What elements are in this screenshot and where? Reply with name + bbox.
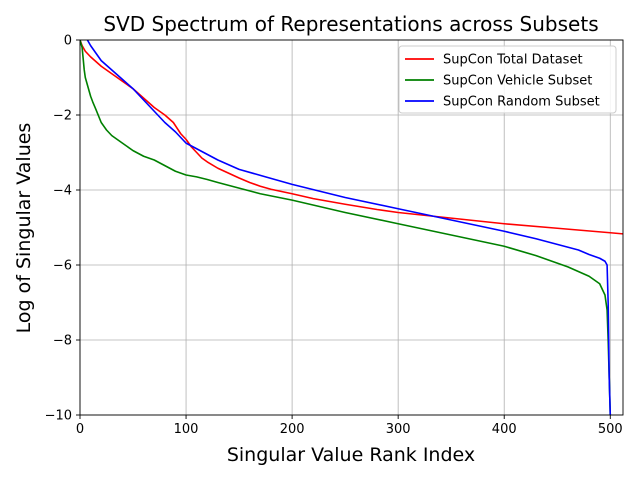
legend-box (398, 45, 617, 114)
x-tick-label: 100 (174, 422, 199, 437)
legend-label-supcon-random-subset: SupCon Random Subset (443, 95, 600, 110)
y-tick-label: −6 (53, 259, 72, 274)
y-tick-label: −2 (53, 109, 72, 124)
y-tick-label: −4 (53, 184, 72, 199)
chart-title: SVD Spectrum of Representations across S… (103, 12, 598, 36)
x-tick-label: 200 (280, 422, 305, 437)
plot-frame (79, 39, 624, 416)
x-tick-label: 300 (386, 422, 411, 437)
legend-label-supcon-total-dataset: SupCon Total Dataset (443, 53, 583, 68)
x-tick-label: 0 (76, 422, 84, 437)
series-layer (80, 40, 623, 415)
x-tick-label: 500 (598, 422, 623, 437)
x-tick-label: 400 (492, 422, 517, 437)
legend-label-supcon-vehicle-subset: SupCon Vehicle Subset (443, 74, 592, 89)
x-axis-ticks: 0 100 200 300 400 500 (76, 415, 623, 437)
legend: SupCon Total Dataset SupCon Vehicle Subse… (398, 45, 617, 114)
y-tick-label: −10 (45, 409, 72, 424)
y-axis-title: Log of Singular Values (13, 123, 35, 334)
series-line-supcon-vehicle-subset (80, 40, 612, 415)
y-axis-ticks: 0 −2 −4 −6 −8 −10 (45, 34, 80, 424)
series-line-supcon-random-subset (86, 40, 612, 415)
y-tick-label: 0 (64, 34, 72, 49)
series-line-supcon-total-dataset (80, 40, 623, 235)
y-tick-label: −8 (53, 334, 72, 349)
x-axis-title: Singular Value Rank Index (227, 444, 475, 466)
